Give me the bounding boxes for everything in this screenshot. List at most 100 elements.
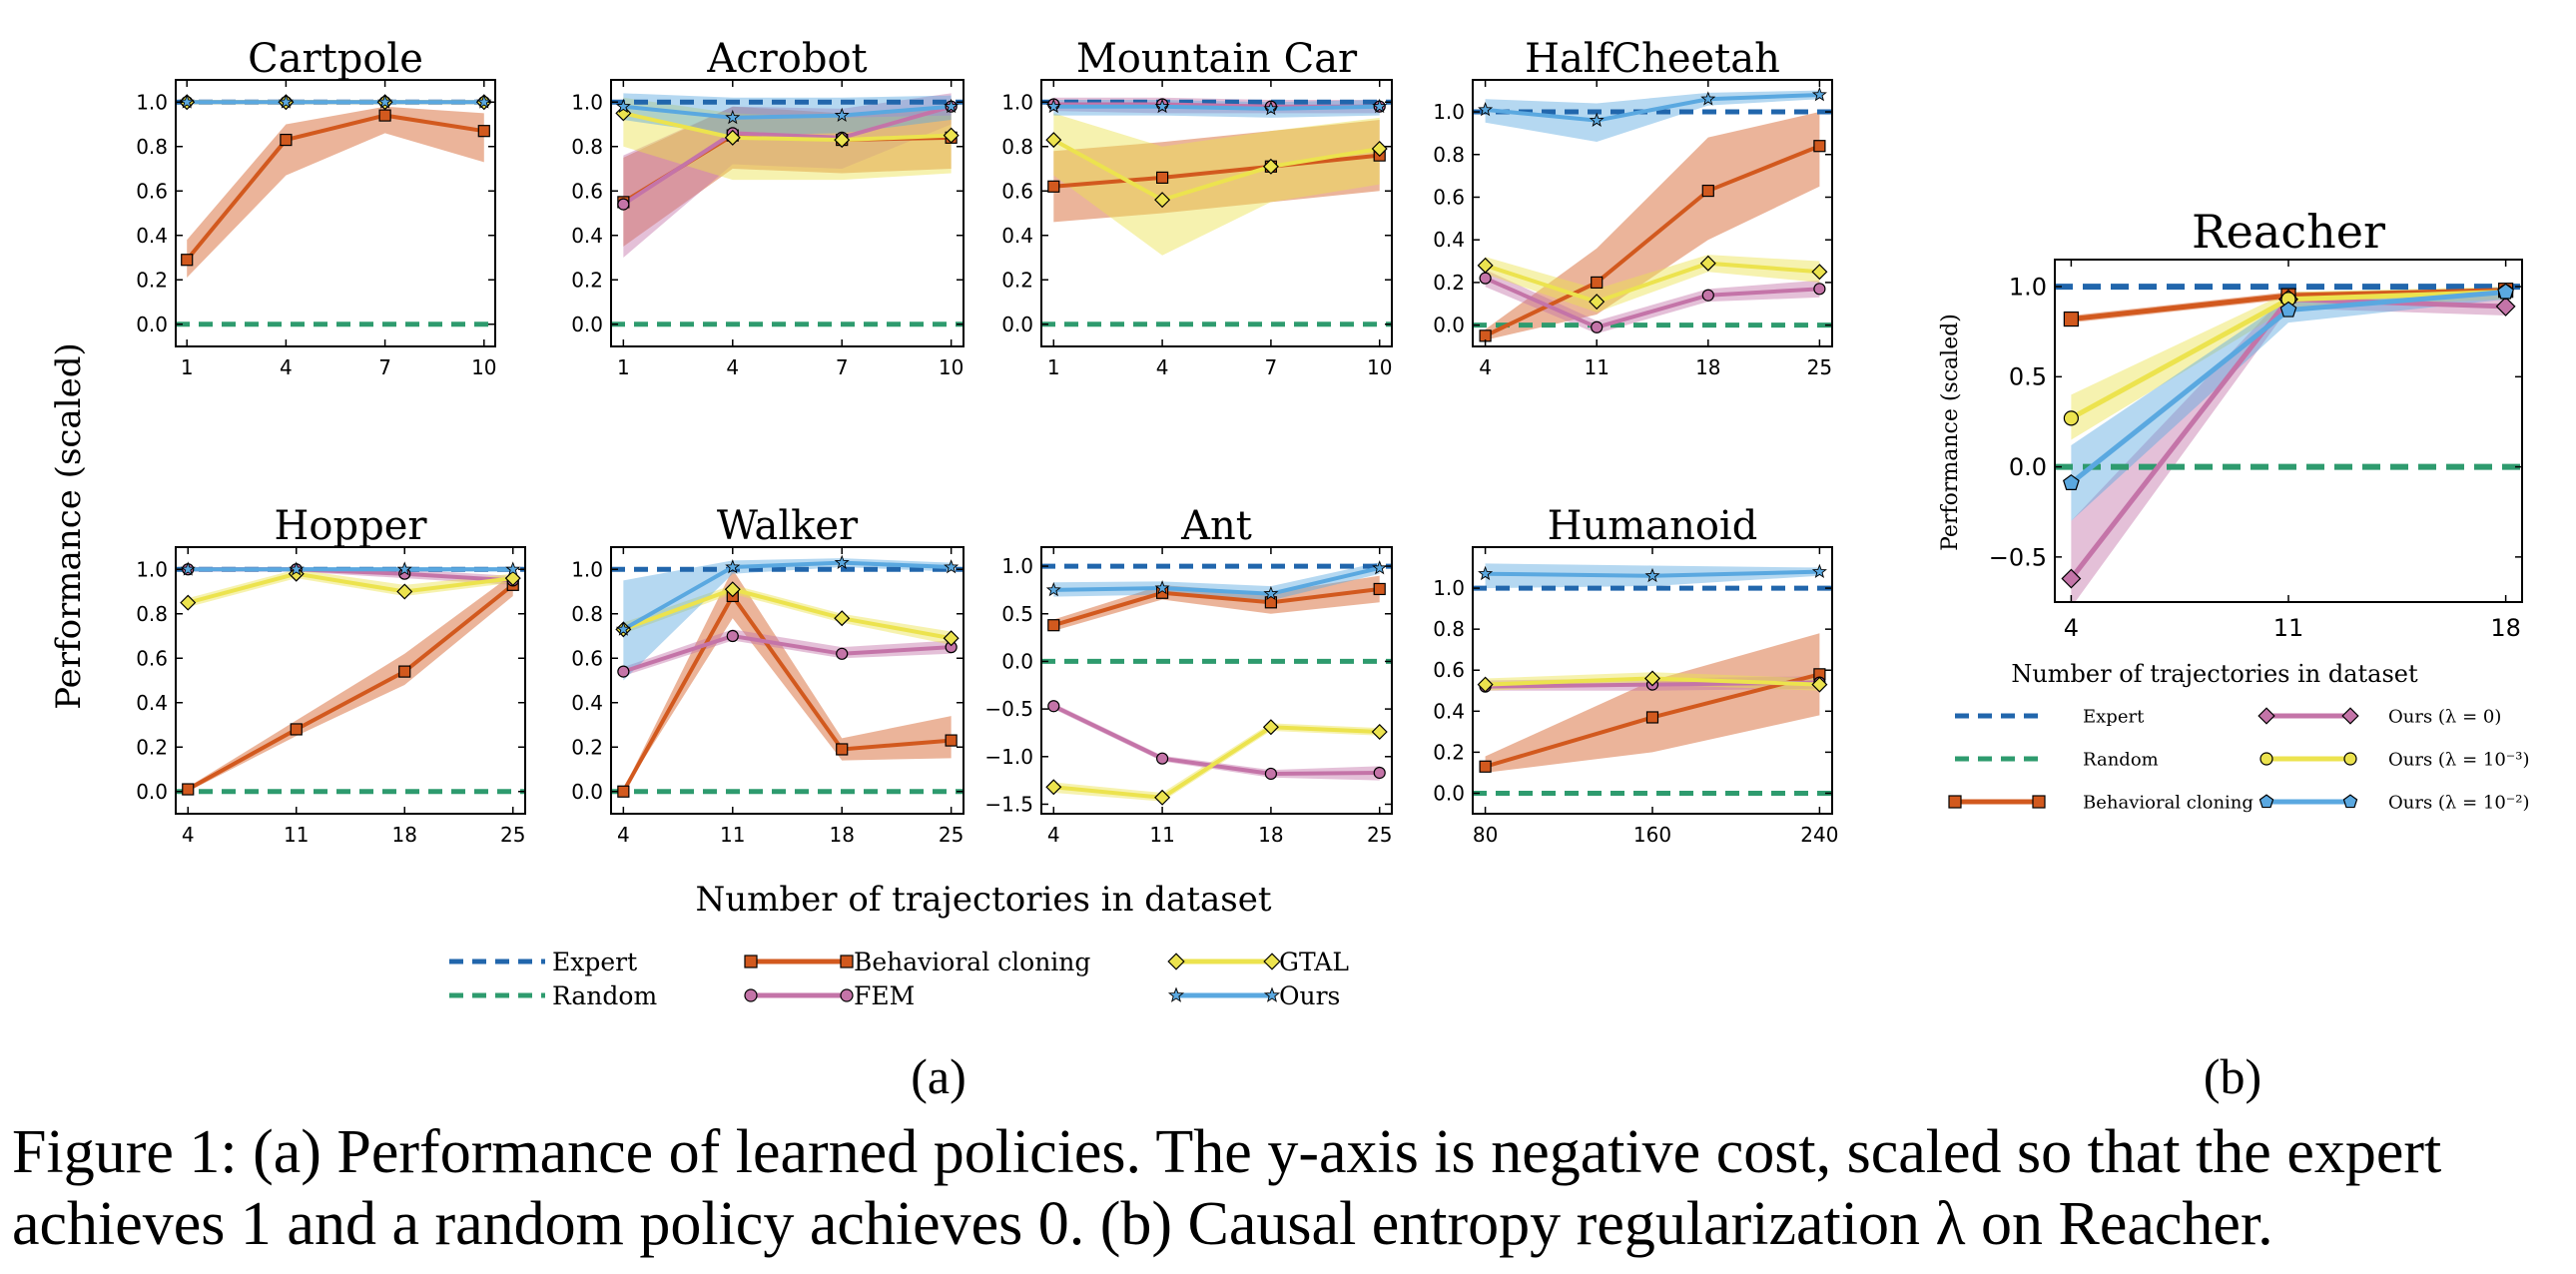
x-tick-label: 18 [1258,823,1283,847]
y-tick-label: 0.2 [136,735,168,759]
band-ours [623,558,952,681]
point-l0 [2061,568,2082,589]
x-tick-label: 25 [1807,355,1832,379]
point-bc [1813,140,1826,153]
point-gtal [1262,158,1279,175]
y-tick-label: 0.6 [136,179,168,203]
point-ours [944,559,960,574]
point-ours [615,621,631,636]
point-ours [834,554,850,569]
chart-title: HalfCheetah [1525,36,1780,82]
legend-marker [1948,795,1962,809]
plot-area [611,93,964,327]
plot-area [2055,284,2522,602]
point-ours [278,94,294,109]
x-tick-label: 10 [939,355,964,379]
x-tick-label: 25 [1367,823,1392,847]
point-ours [834,107,850,122]
point-gtal [724,129,741,146]
series-line-bc [187,583,514,792]
y-tick-label: −1.0 [984,745,1033,769]
x-tick-label: 160 [1633,823,1671,847]
series-line-ours [1053,566,1381,596]
legend-entry-bc: Behavioral cloning [1948,792,2254,813]
series-line-gtal [1052,138,1381,203]
legend-panel-a: Expert Random Behavioral cloning FEM GTAL Our… [449,948,1349,1010]
band-bc [623,569,952,792]
legend-entry-bc: Behavioral cloning [744,948,1090,976]
y-tick-label: −0.5 [984,697,1033,721]
band-fem [623,93,952,258]
point-gtal [1477,676,1494,693]
series-line-bc [1052,586,1380,628]
point-bc [477,125,490,138]
series-line-gtal [622,111,952,143]
y-tick-label: 0.0 [571,780,603,804]
band-bc [1485,112,1820,340]
point-bc [398,665,411,678]
point-ours [1478,565,1494,581]
band-bc [188,573,513,792]
point-bc [1373,582,1386,596]
point-gtal [1154,789,1171,806]
point-fem [1701,289,1714,302]
series-line-fem [622,633,952,674]
y-tick-label: 0.5 [2009,363,2047,391]
x-tick-label: 18 [392,823,417,847]
x-tick-label: 11 [1149,823,1174,847]
y-tick-label: 0.4 [571,691,603,715]
point-bc [1645,711,1659,724]
y-tick-label: 0.0 [1001,313,1033,336]
y-tick-label: 0.4 [571,224,603,248]
band-bc [187,106,484,279]
band-l0 [2071,292,2506,602]
caption-line-2: achieves 1 and a random policy achieves … [12,1190,2273,1258]
x-tick-label: 11 [284,823,309,847]
x-tick-label: 4 [1047,823,1060,847]
series-line-bc [1484,144,1821,338]
legend-marker [744,955,758,968]
point-bc [1047,180,1060,193]
y-tick-label: 0.0 [2009,453,2047,481]
y-tick-label: 0.6 [1001,179,1033,203]
point-ours [180,561,196,576]
panel-a-label: (a) [911,1048,966,1104]
band-ours [1485,90,1820,142]
x-tick-label: 4 [617,823,630,847]
point-ours [1045,582,1061,597]
band-ours [1053,562,1380,601]
point-ours [505,561,521,576]
series-line-bc [621,592,952,793]
point-bc [945,734,958,747]
legend-marker [1263,986,1281,1002]
point-bc [378,109,391,122]
legend-label: GTAL [1279,948,1349,976]
plot-area [611,558,964,795]
point-bc [181,254,194,267]
point-gtal [1045,779,1062,796]
axes-frame [1040,79,1393,347]
point-gtal [1644,670,1660,687]
chart-humanoid: 0.0 0.2 0.4 0.6 0.8 1.0 80 160 240 Humanoid [1433,503,1838,847]
point-ours [1478,102,1494,117]
y-tick-label: 0.4 [136,691,168,715]
reacher-x-axis-label: Number of trajectories in dataset [2011,660,2418,688]
chart-title: Ant [1180,503,1252,549]
x-tick-label: 1 [617,355,630,379]
y-tick-label: 0.2 [571,268,603,292]
x-tick-label: 4 [1479,355,1492,379]
x-tick-label: 7 [378,355,391,379]
y-tick-label: 1.0 [1433,576,1465,600]
point-ours [289,561,305,576]
series-line-gtal [1484,261,1820,305]
legend-marker [840,955,854,968]
axes-frame [610,546,965,815]
x-tick-label: 18 [2490,614,2521,642]
plot-area [1041,562,1392,802]
point-gtal [1371,723,1388,740]
legend-entry-expert: Expert [449,948,637,976]
point-ours [1372,98,1388,114]
legend-entry-random: Random [449,981,657,1010]
y-tick-label: 1.0 [2009,273,2047,301]
x-tick-label: 18 [1695,355,1720,379]
